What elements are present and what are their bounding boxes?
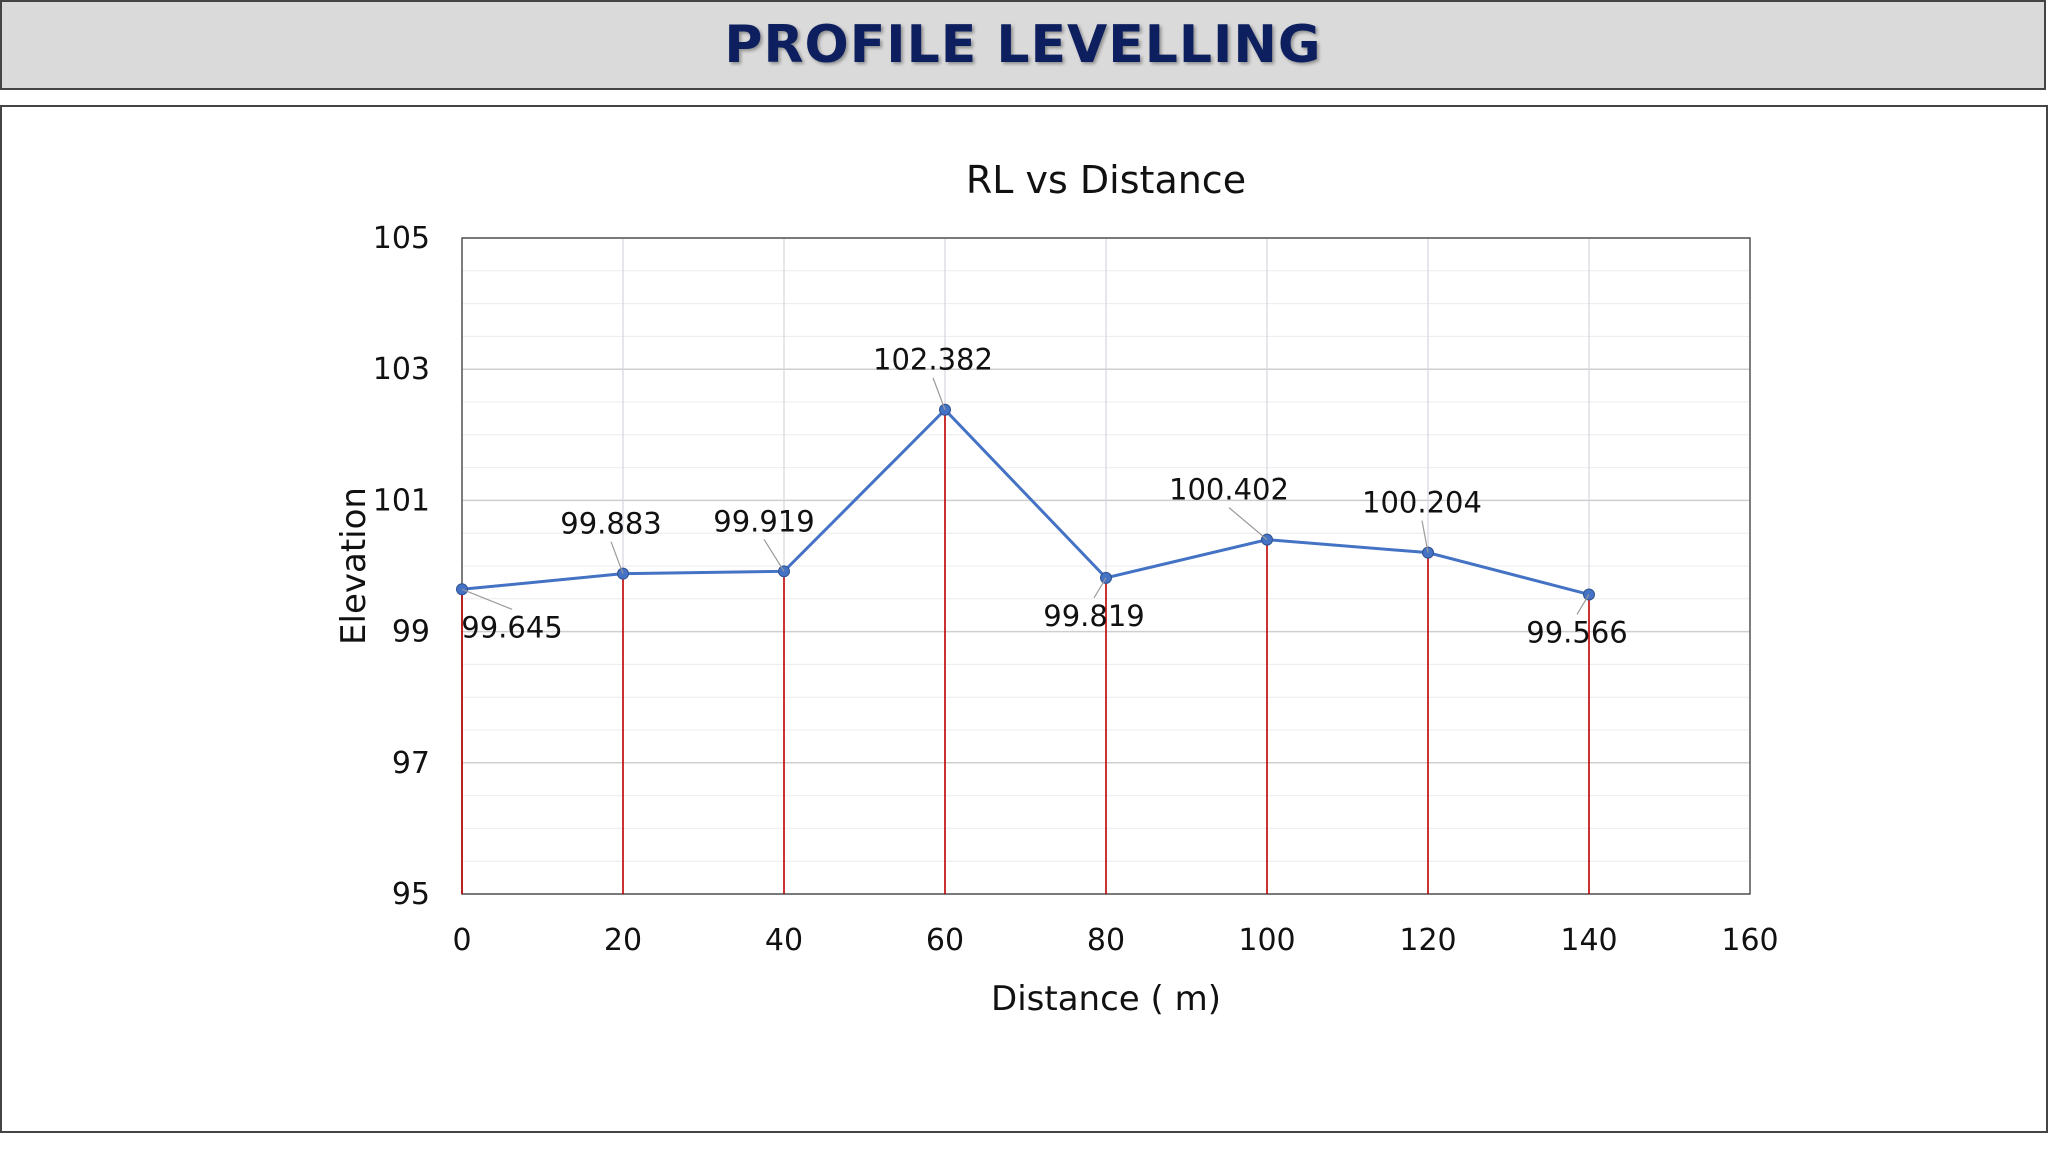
x-tick-label: 100 (1238, 923, 1295, 958)
data-label: 100.402 (1169, 473, 1289, 507)
y-tick-label: 97 (392, 746, 430, 781)
data-label: 100.204 (1362, 486, 1482, 520)
chart-panel (0, 105, 2048, 1133)
x-tick-label: 80 (1087, 923, 1125, 958)
data-label: 99.819 (1043, 599, 1144, 633)
leader-line (1093, 577, 1107, 599)
data-label: 99.919 (713, 504, 814, 538)
data-labels: 99.645 99.883 99.919 102.382 99.819 100.402 10… (461, 343, 1627, 650)
data-label: 99.883 (560, 507, 661, 541)
y-tick-label: 103 (373, 352, 430, 387)
x-axis-label: Distance ( m) (991, 979, 1221, 1019)
x-tick-label: 20 (604, 923, 642, 958)
x-tick-label: 40 (765, 923, 803, 958)
x-tick-label: 160 (1721, 923, 1778, 958)
leader-line (932, 377, 946, 410)
chart-title: RL vs Distance (966, 158, 1246, 202)
leader-line (461, 588, 513, 610)
y-tick-label: 101 (373, 483, 430, 518)
leader-line (763, 538, 785, 572)
series-polyline (461, 407, 1590, 596)
page-title: PROFILE LEVELLING (724, 15, 1322, 75)
drop-lines (461, 409, 1590, 894)
y-tick-label: 95 (392, 877, 430, 912)
x-tick-label: 140 (1560, 923, 1617, 958)
series-line (461, 407, 1590, 596)
x-tick-label: 0 (452, 923, 471, 958)
data-label: 102.382 (873, 343, 993, 377)
y-tick-label: 99 (392, 615, 430, 650)
leader-line (610, 541, 624, 574)
x-tick-label: 120 (1399, 923, 1456, 958)
data-label: 99.566 (1526, 615, 1627, 649)
y-axis-ticks: 95 97 99 101 103 105 (373, 221, 430, 912)
y-tick-label: 105 (373, 221, 430, 256)
y-axis-label: Elevation (334, 487, 374, 645)
leader-line (1228, 507, 1268, 541)
data-label: 99.645 (461, 610, 562, 644)
x-axis-ticks: 0 20 40 60 80 100 120 140 160 (452, 923, 1778, 958)
leader-line (1576, 594, 1590, 615)
x-tick-label: 60 (926, 923, 964, 958)
leader-line (1421, 520, 1429, 553)
title-banner: PROFILE LEVELLING (0, 0, 2046, 90)
